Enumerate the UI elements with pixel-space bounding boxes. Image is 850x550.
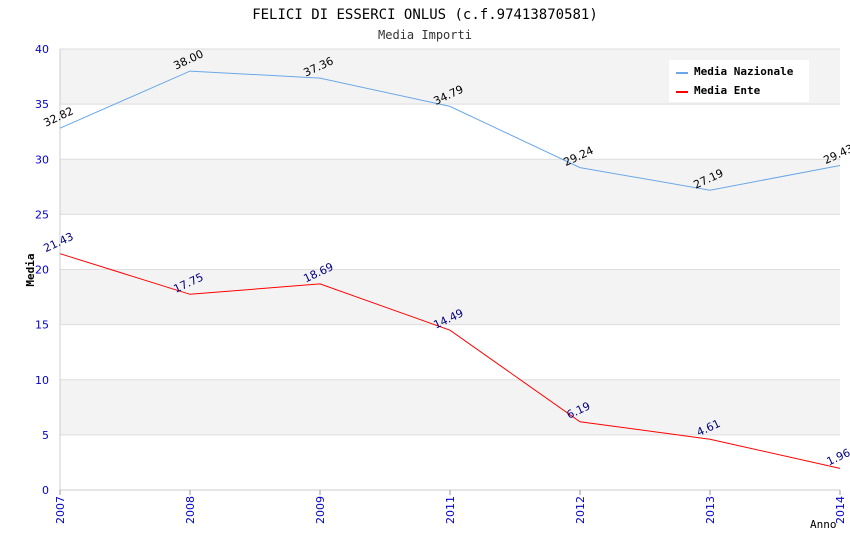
x-tick-label: 2008 bbox=[184, 496, 197, 524]
y-tick-label: 35 bbox=[35, 98, 49, 111]
y-tick-label: 30 bbox=[35, 153, 49, 166]
x-tick-label: 2014 bbox=[834, 496, 847, 524]
y-tick-label: 40 bbox=[35, 43, 49, 56]
y-tick-label: 20 bbox=[35, 264, 49, 277]
y-axis-label: Media bbox=[24, 253, 37, 286]
grid-band bbox=[60, 434, 840, 490]
y-axis: 0 5 10 15 20 25 30 35 40 bbox=[35, 43, 49, 497]
x-axis: 2007 2008 2009 2011 2012 2013 2014 bbox=[54, 490, 847, 524]
grid-band bbox=[60, 214, 840, 270]
y-tick-label: 25 bbox=[35, 208, 49, 221]
x-tick-label: 2009 bbox=[314, 496, 327, 524]
grid-band bbox=[60, 159, 840, 215]
legend-label-media-ente: Media Ente bbox=[694, 84, 761, 97]
grid-band bbox=[60, 379, 840, 435]
plot-background bbox=[59, 48, 840, 491]
x-tick-label: 2007 bbox=[54, 496, 67, 524]
x-axis-label: Anno bbox=[810, 518, 837, 531]
y-tick-label: 10 bbox=[35, 374, 49, 387]
chart-title: FELICI DI ESSERCI ONLUS (c.f.97413870581… bbox=[252, 7, 598, 23]
grid-band bbox=[60, 324, 840, 380]
y-tick-label: 5 bbox=[42, 429, 49, 442]
y-tick-label: 0 bbox=[42, 484, 49, 497]
grid-band bbox=[60, 269, 840, 325]
x-tick-label: 2011 bbox=[444, 496, 457, 524]
y-tick-label: 15 bbox=[35, 319, 49, 332]
legend: Media Nazionale Media Ente bbox=[669, 60, 809, 102]
x-tick-label: 2013 bbox=[704, 496, 717, 524]
series-line-media-ente bbox=[59, 253, 841, 469]
legend-label-media-nazionale: Media Nazionale bbox=[694, 65, 794, 78]
grid-band bbox=[60, 104, 840, 160]
x-tick-label: 2012 bbox=[574, 496, 587, 524]
chart-subtitle: Media Importi bbox=[378, 28, 472, 42]
series-line-media-nazionale bbox=[59, 70, 841, 191]
legend-box bbox=[669, 60, 809, 102]
